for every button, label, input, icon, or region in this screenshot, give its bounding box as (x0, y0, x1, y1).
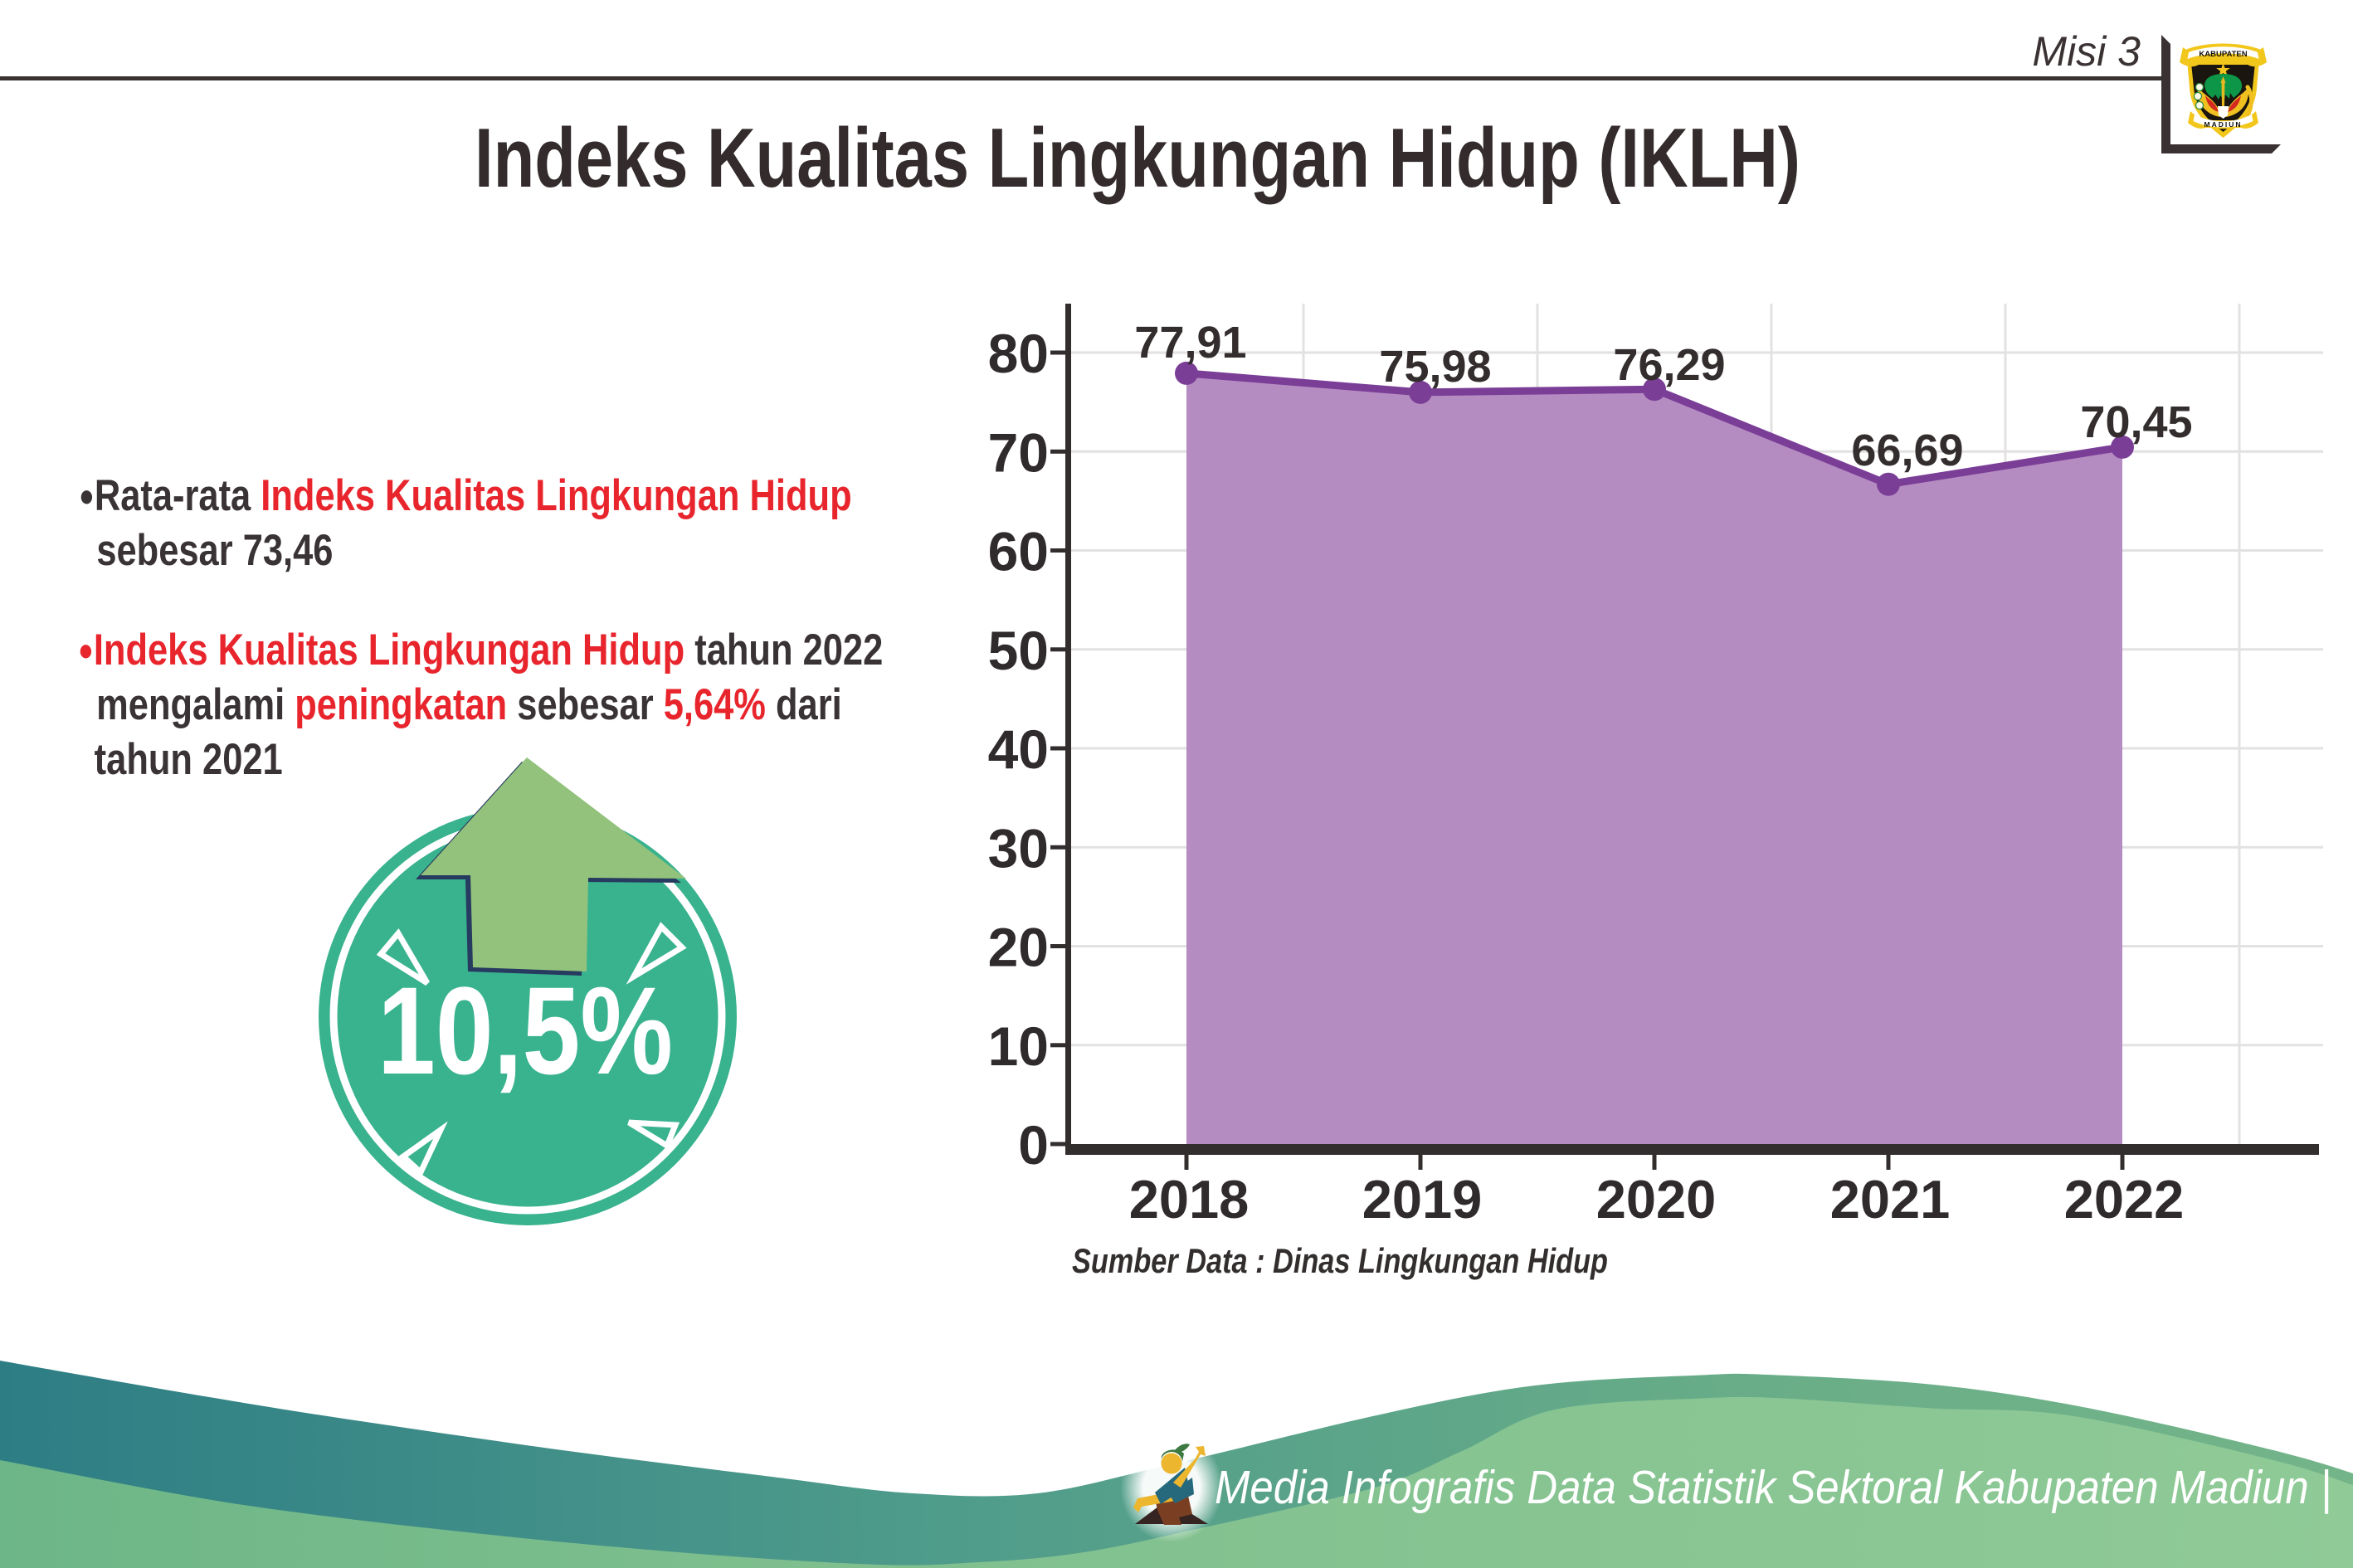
svg-text:30: 30 (988, 817, 1049, 879)
svg-text:60: 60 (988, 521, 1049, 582)
svg-text:75,98: 75,98 (1379, 342, 1491, 392)
svg-text:2019: 2019 (1362, 1169, 1483, 1230)
svg-text:Media Infografis Data Statisti: Media Infografis Data Statistik Sektoral… (1215, 1461, 2331, 1514)
svg-text:2022: 2022 (2064, 1169, 2185, 1230)
svg-text:76,29: 76,29 (1613, 340, 1725, 390)
svg-text:80: 80 (988, 323, 1049, 384)
svg-text:10: 10 (988, 1015, 1049, 1077)
svg-text:Sumber Data : Dinas Lingkungan: Sumber Data : Dinas Lingkungan Hidup (1072, 1241, 1608, 1280)
svg-text:0: 0 (1018, 1114, 1049, 1176)
svg-text:77,91: 77,91 (1134, 318, 1246, 368)
svg-text:MADIUN: MADIUN (2204, 120, 2243, 129)
svg-text:40: 40 (988, 718, 1049, 780)
svg-text:66,69: 66,69 (1851, 426, 1963, 475)
svg-text:10,5%: 10,5% (378, 961, 673, 1100)
svg-text:2021: 2021 (1830, 1169, 1951, 1230)
svg-text:2020: 2020 (1596, 1169, 1717, 1230)
svg-text:50: 50 (988, 620, 1049, 681)
svg-text:20: 20 (988, 917, 1049, 978)
svg-text:70,45: 70,45 (2080, 397, 2192, 447)
svg-text:70: 70 (988, 421, 1049, 483)
svg-text:KABUPATEN: KABUPATEN (2199, 50, 2247, 59)
svg-text:2018: 2018 (1129, 1169, 1250, 1230)
svg-text:Indeks Kualitas Lingkungan Hid: Indeks Kualitas Lingkungan Hidup (IKLH) (475, 112, 1800, 205)
